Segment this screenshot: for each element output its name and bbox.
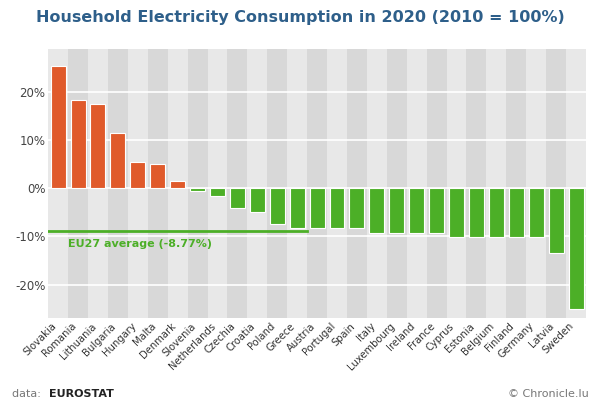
Bar (207, 49, 227, 318)
Bar (529, 188, 544, 237)
Bar (466, 49, 486, 318)
Bar (409, 188, 424, 233)
Bar (227, 49, 248, 318)
Bar (287, 49, 307, 318)
Bar (230, 188, 245, 208)
Bar (329, 188, 344, 228)
Bar (546, 49, 566, 318)
Bar (128, 49, 148, 318)
Bar (347, 49, 367, 318)
Text: EU27 average (-8.77%): EU27 average (-8.77%) (68, 239, 212, 249)
Bar (68, 49, 88, 318)
Bar (270, 188, 285, 225)
Bar (250, 188, 265, 213)
Bar (566, 49, 586, 318)
Bar (349, 188, 364, 228)
Bar (190, 188, 205, 191)
Bar (290, 188, 305, 228)
Bar (407, 49, 427, 318)
Text: EUROSTAT: EUROSTAT (49, 389, 114, 399)
Bar (429, 188, 444, 233)
Bar (310, 188, 325, 228)
Bar (130, 162, 145, 188)
Bar (210, 188, 225, 196)
Bar (188, 49, 207, 318)
Bar (150, 164, 165, 188)
Bar (447, 49, 466, 318)
Bar (91, 104, 105, 188)
Bar (88, 49, 108, 318)
Bar (48, 49, 68, 318)
Text: data:: data: (12, 389, 44, 399)
Bar (486, 49, 506, 318)
Bar (506, 49, 526, 318)
Text: Household Electricity Consumption in 2020 (2010 = 100%): Household Electricity Consumption in 202… (36, 10, 565, 25)
Bar (168, 49, 188, 318)
Bar (489, 188, 504, 237)
Bar (170, 181, 185, 188)
Text: © Chronicle.lu: © Chronicle.lu (508, 389, 589, 399)
Bar (327, 49, 347, 318)
Bar (248, 49, 267, 318)
Bar (307, 49, 327, 318)
Bar (387, 49, 407, 318)
Bar (108, 49, 128, 318)
Bar (449, 188, 464, 237)
Bar (469, 188, 484, 237)
Bar (367, 49, 387, 318)
Bar (267, 49, 287, 318)
Bar (526, 49, 546, 318)
Bar (148, 49, 168, 318)
Bar (549, 188, 564, 253)
Bar (569, 188, 584, 309)
Bar (389, 188, 404, 233)
Bar (509, 188, 523, 237)
Bar (427, 49, 447, 318)
Bar (70, 99, 85, 188)
Bar (111, 133, 126, 188)
Bar (370, 188, 384, 233)
Bar (50, 66, 66, 188)
